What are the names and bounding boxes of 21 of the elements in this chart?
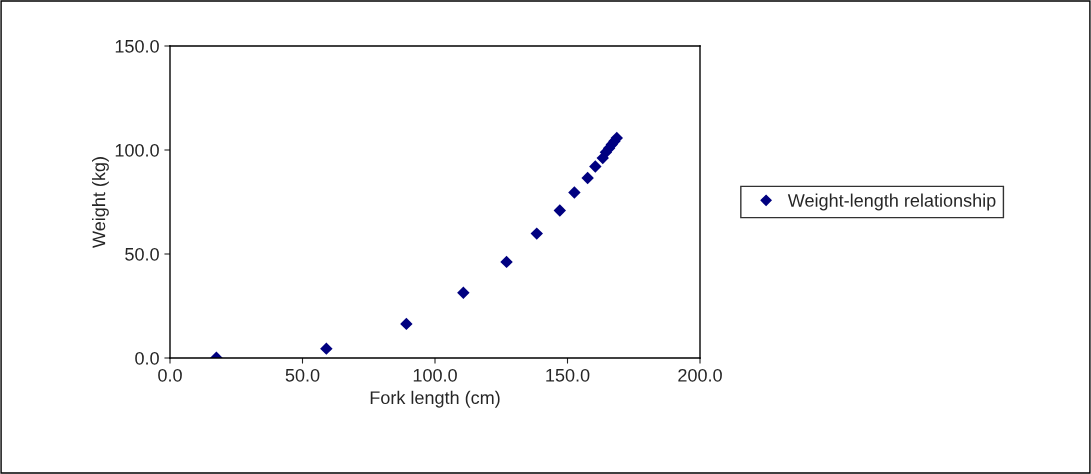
x-tick-label: 0.0 — [158, 368, 182, 382]
y-tick-label: 50.0 — [125, 247, 159, 261]
point — [400, 317, 413, 331]
y-tick-label: 0.0 — [135, 351, 159, 365]
x-tick-label: 150.0 — [546, 368, 590, 382]
point — [589, 160, 602, 173]
x-axis-title: Fork length (cm) — [370, 390, 500, 408]
point — [457, 286, 470, 299]
x-tick-label: 50.0 — [285, 368, 320, 382]
y-tick-label: 150.0 — [115, 39, 159, 53]
point — [500, 255, 513, 269]
legend-label: Weight-length relationship — [787, 193, 996, 211]
point — [530, 227, 543, 240]
point — [568, 186, 581, 199]
point — [320, 342, 333, 355]
y-axis-title: Weight (kg) — [92, 157, 109, 248]
point — [581, 171, 594, 185]
x-tick-label: 100.0 — [413, 368, 457, 382]
point — [553, 204, 567, 217]
y-tick-label: 100.0 — [115, 143, 159, 157]
x-tick-label: 200.0 — [678, 368, 722, 382]
